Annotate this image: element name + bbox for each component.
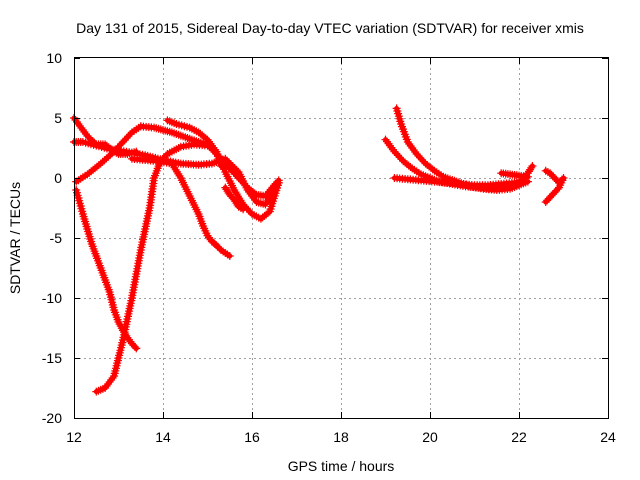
y-tick-label: -5 (50, 230, 63, 246)
series-arc-13 (497, 169, 532, 181)
data-point (412, 150, 421, 158)
data-point (124, 132, 133, 141)
data-point (86, 135, 95, 144)
data-point (100, 156, 109, 165)
axis-ticks: 12 14 16 18 20 22 24 -20 -15 -10 -5 0 5 10 (42, 50, 616, 445)
data-point (240, 179, 248, 188)
data-point (174, 169, 183, 178)
data-point (201, 134, 210, 143)
data-point (117, 139, 126, 148)
series-arc-9 (221, 183, 248, 214)
data-point (238, 177, 247, 186)
data-point (118, 138, 127, 146)
data-point (108, 374, 117, 382)
y-tick-label: -15 (42, 350, 62, 366)
x-tick-label: 12 (66, 429, 82, 445)
data-point (122, 134, 131, 143)
data-point (229, 168, 238, 177)
series-trace (93, 141, 224, 395)
data-point (83, 132, 92, 140)
data-point (115, 141, 124, 150)
data-point (528, 162, 537, 170)
x-tick-label: 22 (511, 429, 527, 445)
data-point (394, 151, 402, 160)
data-point (113, 143, 122, 152)
data-point (414, 151, 423, 160)
data-point (244, 206, 253, 215)
y-axis-title: SDTVAR / TECUs (7, 182, 23, 294)
data-point (108, 149, 117, 158)
data-point (416, 153, 425, 162)
chart-title: Day 131 of 2015, Sidereal Day-to-day VTE… (76, 20, 584, 36)
y-tick-label: 0 (54, 170, 62, 186)
data-point (419, 157, 428, 166)
series-arc-14 (541, 166, 568, 206)
data-point (397, 155, 406, 164)
data-point (523, 172, 532, 181)
data-point (231, 170, 240, 179)
data-point (90, 138, 99, 147)
y-tick-label: 10 (46, 50, 62, 66)
data-point (98, 157, 107, 166)
x-axis-title: GPS time / hours (288, 458, 395, 474)
x-tick-label: 14 (155, 429, 171, 445)
data-point (395, 153, 404, 162)
data-point (241, 181, 250, 190)
x-tick-label: 20 (422, 429, 438, 445)
data-point (225, 252, 234, 260)
grid (74, 58, 608, 418)
data-point (88, 137, 97, 145)
data-point (233, 172, 241, 181)
series-arc-5 (163, 116, 283, 223)
series-arc-12 (390, 174, 528, 190)
data-point (132, 147, 141, 156)
data-point (234, 174, 243, 182)
plot-series (70, 104, 568, 396)
data-point (96, 159, 105, 168)
data-point (216, 162, 225, 170)
data-point (541, 198, 550, 206)
data-point (106, 151, 115, 159)
data-point (132, 344, 141, 353)
data-point (388, 145, 397, 154)
x-tick-label: 24 (600, 429, 616, 445)
data-point (250, 189, 259, 198)
data-point (236, 175, 245, 184)
data-point (228, 166, 236, 175)
data-point (390, 147, 399, 156)
data-point (102, 154, 111, 163)
data-point (392, 149, 401, 158)
y-tick-label: -10 (42, 290, 62, 306)
data-point (126, 130, 135, 139)
data-point (171, 165, 180, 174)
series-arc-7 (72, 186, 141, 353)
data-point (418, 155, 426, 164)
x-tick-label: 16 (244, 429, 260, 445)
data-point (543, 196, 552, 205)
x-tick-label: 18 (333, 429, 349, 445)
data-point (130, 342, 139, 351)
y-tick-label: 5 (54, 110, 62, 126)
data-point (236, 196, 245, 205)
data-point (231, 188, 240, 197)
data-point (110, 147, 119, 156)
data-point (169, 161, 178, 170)
data-point (85, 133, 94, 142)
data-point (104, 152, 113, 161)
data-point (239, 205, 248, 214)
data-point (527, 163, 536, 172)
series-arc-8 (92, 140, 225, 396)
y-tick-label: -20 (42, 410, 62, 426)
data-point (234, 192, 242, 201)
data-point (274, 178, 283, 187)
data-point (111, 145, 120, 154)
data-point (120, 136, 129, 145)
